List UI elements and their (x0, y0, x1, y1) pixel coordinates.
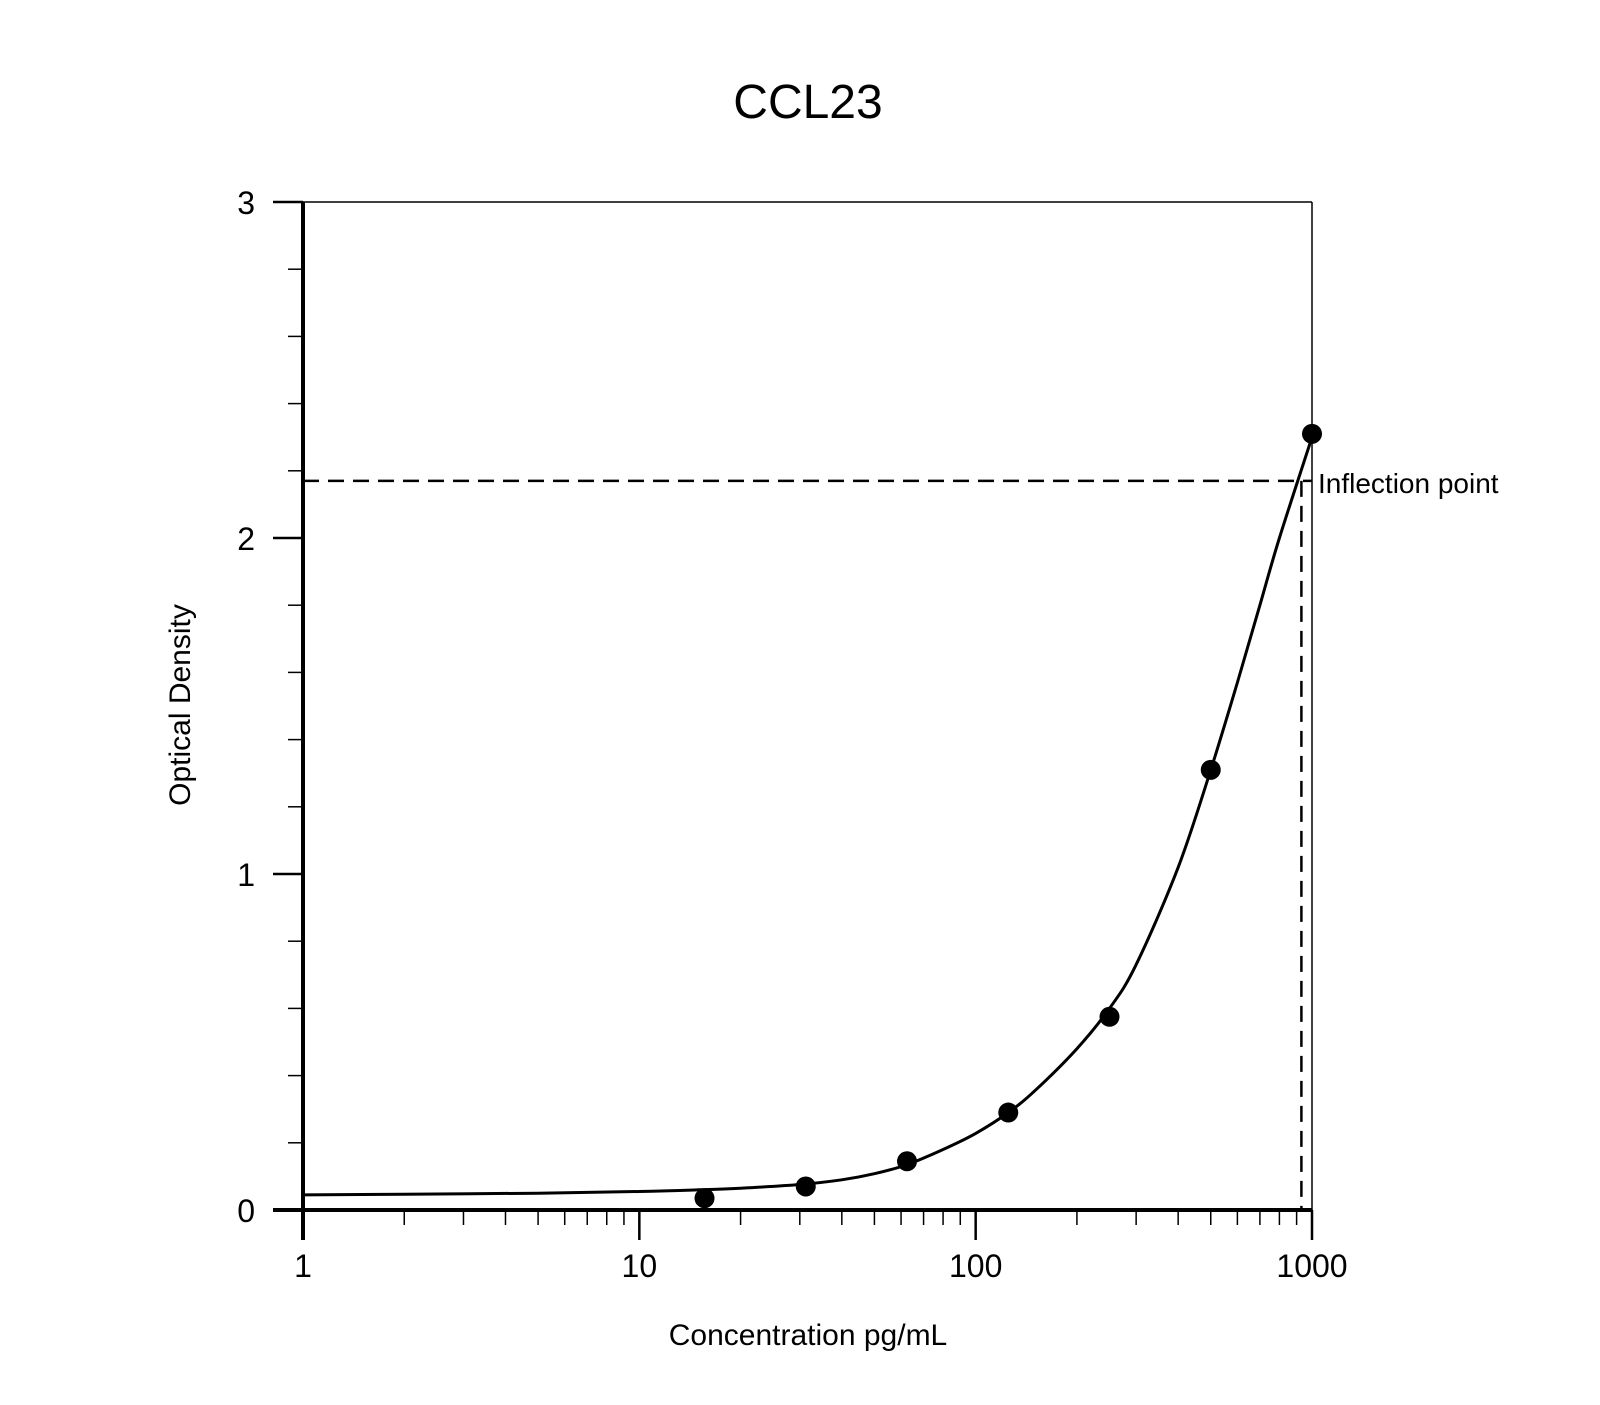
fit-curve-line (302, 436, 1314, 1197)
data-point (1302, 423, 1322, 444)
y-tick-label: 2 (237, 521, 255, 557)
reference-lines (303, 479, 1312, 1210)
y-axis: 0 1 2 3 (237, 185, 305, 1240)
y-tick-label: 1 (237, 857, 255, 893)
inflection-point-label: Inflection point (1318, 468, 1499, 499)
y-tick-label: 0 (237, 1193, 255, 1229)
data-point (998, 1102, 1019, 1123)
chart-title: CCL23 (733, 76, 882, 129)
data-point (795, 1176, 816, 1197)
data-points (694, 423, 1322, 1209)
y-tick-label: 3 (237, 185, 255, 221)
x-axis: 1 10 100 1000 (273, 1208, 1348, 1284)
data-point (1099, 1006, 1120, 1027)
data-point (897, 1151, 918, 1172)
x-tick-label: 1 (294, 1248, 312, 1284)
plot-frame (303, 201, 1313, 1210)
x-axis-label: Concentration pg/mL (669, 1319, 948, 1352)
x-tick-label: 100 (949, 1248, 1002, 1284)
y-axis-label: Optical Density (164, 604, 197, 806)
x-tick-label: 10 (622, 1248, 658, 1284)
x-tick-label: 1000 (1276, 1248, 1347, 1284)
data-point (694, 1188, 715, 1209)
data-point (1200, 759, 1221, 780)
fit-curve (302, 436, 1314, 1197)
